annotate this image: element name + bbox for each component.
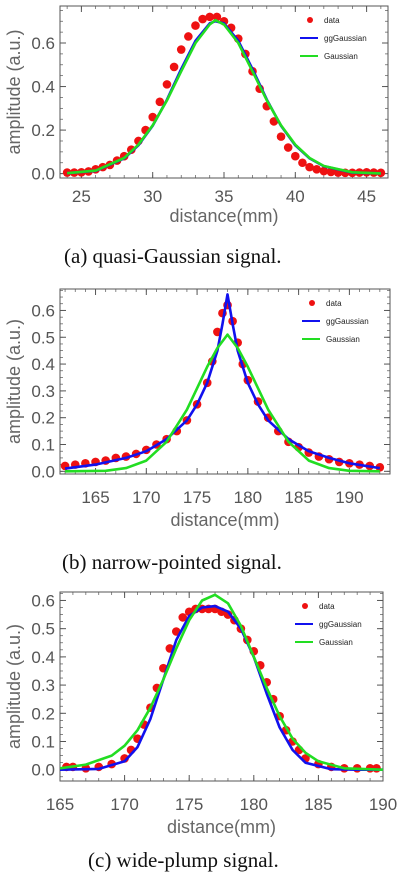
data-point bbox=[198, 14, 207, 24]
data-point bbox=[178, 613, 188, 622]
caption-a: (a) quasi-Gaussian signal. bbox=[64, 244, 282, 268]
y-tick-label: 0.3 bbox=[31, 382, 55, 401]
series-line-ggGaussian bbox=[64, 293, 381, 470]
legend-marker-data bbox=[307, 17, 313, 23]
chart-wide-plump: 0.0 0.1 0.2 0.3 0.4 0.5 0.6 165 170 175 180 185 190 d… bbox=[4, 591, 397, 837]
legend-label: data bbox=[319, 602, 335, 611]
x-tick-label: 185 bbox=[304, 795, 332, 814]
x-tick-label: 35 bbox=[215, 187, 234, 206]
y-axis-label: amplitude (a.u.) bbox=[4, 319, 24, 444]
data-point bbox=[326, 167, 336, 177]
x-axis-label: distance(mm) bbox=[167, 817, 276, 837]
plot-frame bbox=[59, 591, 384, 782]
plot-area bbox=[62, 12, 386, 178]
caption-b: (b) narrow-pointed signal. bbox=[62, 550, 282, 574]
x-tick-label: 180 bbox=[234, 488, 262, 507]
y-tick-label: 0.0 bbox=[31, 165, 55, 184]
legend: data ggGaussian Gaussian bbox=[302, 299, 369, 344]
x-axis-label: distance(mm) bbox=[169, 206, 278, 226]
series-line-ggGaussian bbox=[66, 19, 381, 175]
plot-area bbox=[60, 293, 385, 473]
x-tick-label: 175 bbox=[175, 795, 203, 814]
y-tick-label: 0.3 bbox=[31, 676, 55, 695]
chart-narrow-pointed: 0.0 0.1 0.2 0.3 0.4 0.5 0.6 165 170 175 180 185 190 d… bbox=[4, 288, 391, 530]
legend-label: ggGaussian bbox=[319, 620, 362, 629]
x-tick-label: 40 bbox=[286, 187, 305, 206]
data-point bbox=[212, 12, 222, 22]
legend-label: data bbox=[326, 299, 342, 308]
x-axis-label: distance(mm) bbox=[170, 510, 279, 530]
y-tick-label: 0.2 bbox=[31, 409, 55, 428]
legend: data ggGaussian Gaussian bbox=[295, 602, 362, 647]
data-point bbox=[283, 143, 293, 152]
legend-label: ggGaussian bbox=[324, 34, 367, 43]
y-tick-label: 0.4 bbox=[31, 355, 55, 374]
data-point bbox=[205, 12, 215, 22]
chart-quasi-gaussian: 0.0 0.2 0.4 0.6 25 30 35 40 45 distance(mm) amplit… bbox=[4, 5, 389, 226]
y-tick-label: 0.1 bbox=[31, 436, 55, 455]
plot-frame bbox=[59, 5, 389, 179]
legend-marker-data bbox=[302, 603, 308, 609]
data-point bbox=[184, 32, 193, 41]
y-tick-label: 0.5 bbox=[31, 328, 55, 347]
legend-label: Gaussian bbox=[326, 335, 360, 344]
data-point bbox=[191, 21, 200, 30]
y-tick-label: 0.4 bbox=[31, 78, 55, 97]
y-tick-label: 0.6 bbox=[31, 34, 55, 53]
y-axis-label: amplitude (a.u.) bbox=[4, 624, 24, 749]
plot-frame bbox=[59, 288, 391, 475]
series-line-Gaussian bbox=[66, 18, 381, 175]
legend-label: Gaussian bbox=[324, 52, 358, 61]
x-tick-label: 165 bbox=[46, 795, 74, 814]
series-line-ggGaussian bbox=[60, 604, 383, 772]
caption-c: (c) wide-plump signal. bbox=[88, 848, 279, 872]
y-tick-label: 0.2 bbox=[31, 121, 55, 140]
x-tick-label: 165 bbox=[81, 488, 109, 507]
x-tick-label: 170 bbox=[132, 488, 160, 507]
data-point bbox=[312, 164, 321, 174]
legend: data ggGaussian Gaussian bbox=[300, 16, 367, 61]
x-tick-label: 175 bbox=[183, 488, 211, 507]
x-tick-label: 45 bbox=[357, 187, 376, 206]
y-tick-label: 0.5 bbox=[31, 620, 55, 639]
y-tick-label: 0.4 bbox=[31, 648, 55, 667]
y-axis-label: amplitude (a.u.) bbox=[4, 29, 24, 154]
data-point bbox=[276, 132, 286, 141]
data-point bbox=[305, 162, 314, 172]
series-line-Gaussian bbox=[65, 333, 380, 473]
data-point bbox=[319, 166, 329, 176]
x-tick-label: 30 bbox=[143, 187, 162, 206]
x-tick-label: 190 bbox=[369, 795, 397, 814]
legend-label: Gaussian bbox=[319, 638, 353, 647]
series-line-Gaussian bbox=[60, 593, 383, 771]
legend-label: ggGaussian bbox=[326, 317, 369, 326]
y-tick-label: 0.2 bbox=[31, 704, 55, 723]
y-tick-label: 0.0 bbox=[31, 761, 55, 780]
legend-label: data bbox=[324, 16, 340, 25]
x-tick-label: 185 bbox=[284, 488, 312, 507]
x-tick-label: 180 bbox=[240, 795, 268, 814]
y-tick-label: 0.6 bbox=[31, 591, 55, 610]
data-point bbox=[291, 151, 300, 161]
y-tick-label: 0.0 bbox=[31, 462, 55, 481]
y-tick-label: 0.1 bbox=[31, 733, 55, 752]
data-point bbox=[155, 97, 165, 107]
x-tick-label: 190 bbox=[335, 488, 363, 507]
x-tick-label: 25 bbox=[72, 187, 91, 206]
plot-area bbox=[60, 593, 383, 773]
x-tick-label: 170 bbox=[110, 795, 138, 814]
data-point bbox=[162, 80, 172, 89]
data-point bbox=[298, 158, 307, 168]
legend-marker-data bbox=[309, 300, 315, 306]
data-point bbox=[169, 62, 179, 72]
data-point bbox=[176, 45, 186, 54]
y-tick-label: 0.6 bbox=[31, 301, 55, 320]
